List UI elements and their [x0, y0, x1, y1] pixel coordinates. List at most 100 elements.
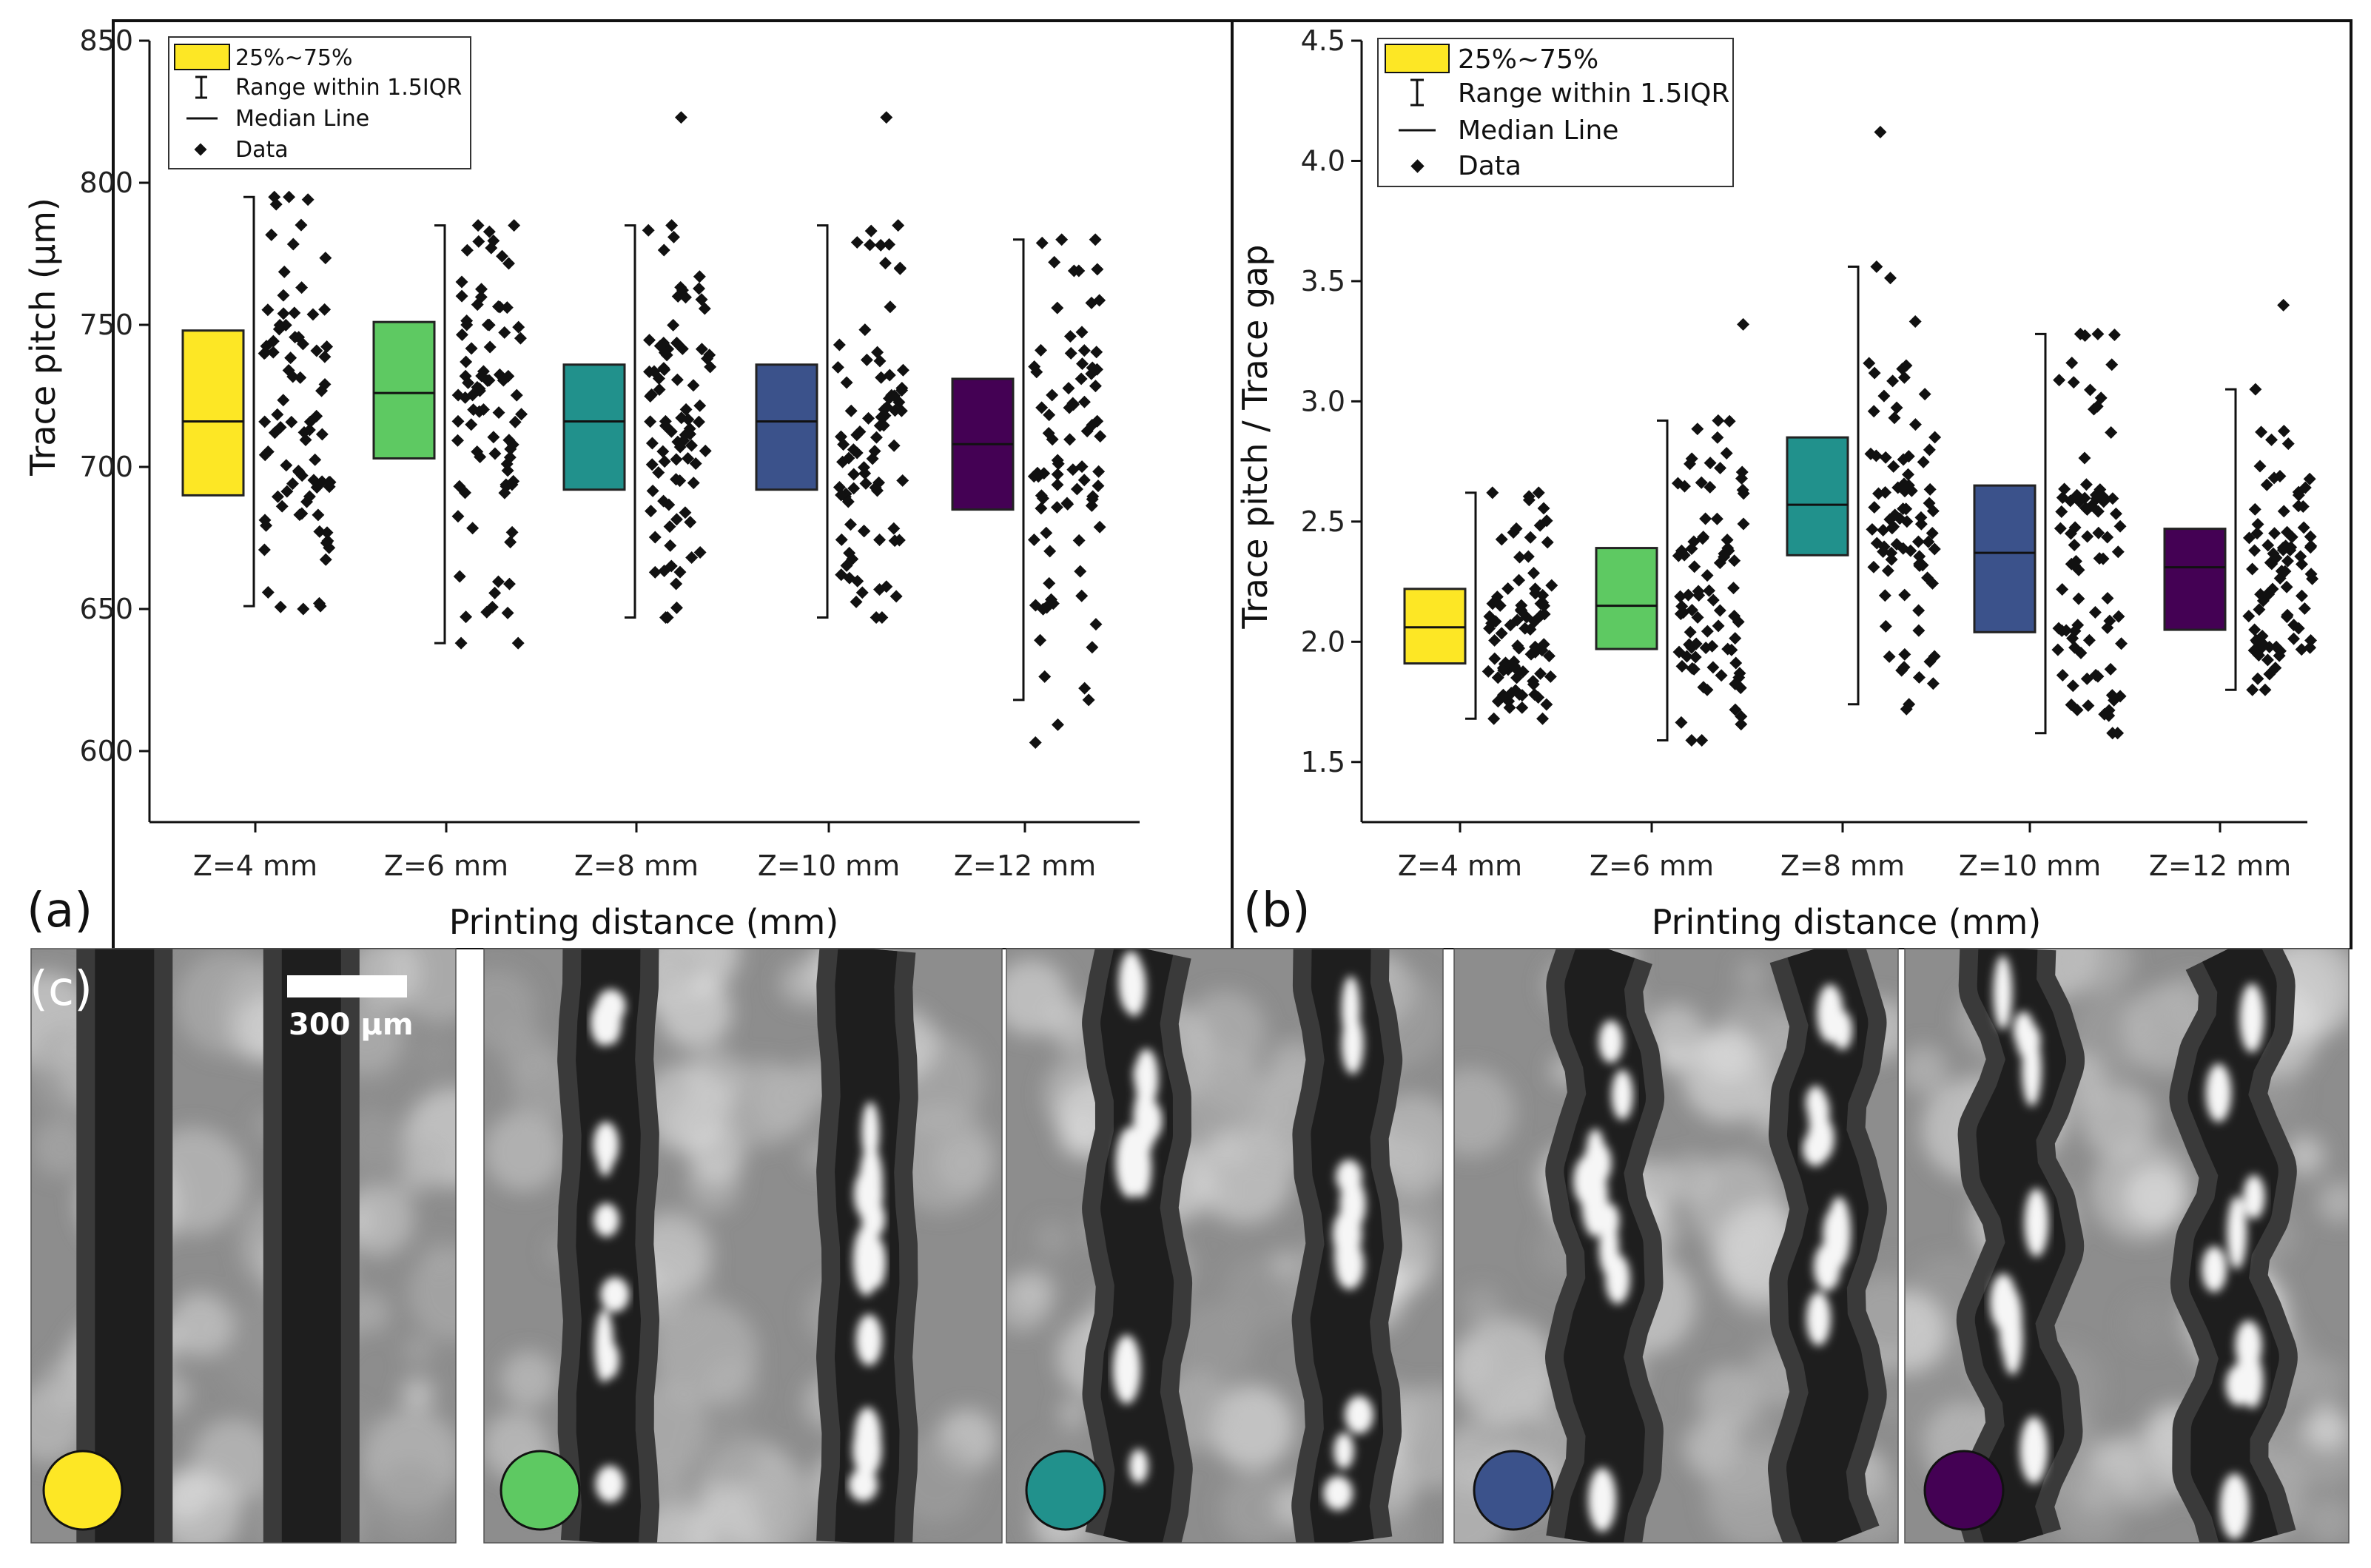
data-point [643, 334, 656, 347]
data-points [2242, 298, 2319, 696]
data-point [1706, 661, 1720, 674]
data-point [658, 455, 671, 468]
data-point [858, 525, 871, 538]
data-point [2287, 632, 2301, 645]
panel-a-label: (a) [27, 884, 93, 938]
data-point [850, 236, 864, 249]
data-point [2263, 640, 2276, 653]
data-point [1037, 602, 1050, 616]
data-point [892, 219, 905, 232]
x-tick-label: Z=4 mm [193, 849, 317, 882]
data-point [1715, 669, 1728, 682]
data-point [1046, 388, 1059, 402]
data-point [1885, 553, 1898, 566]
data-point [679, 403, 693, 416]
data-point [1884, 272, 1897, 285]
data-point [687, 477, 700, 490]
data-point [2281, 525, 2294, 539]
data-point [2298, 602, 2311, 615]
data-point [2261, 653, 2274, 667]
marker-circle-icon [500, 1450, 581, 1531]
data-point [500, 457, 514, 471]
data-point [1729, 656, 1743, 670]
data-point [858, 323, 872, 337]
data-point [1536, 596, 1550, 609]
legend-whisker-icon [195, 75, 207, 99]
data-point [892, 534, 906, 547]
x-tick-label: Z=8 mm [574, 849, 699, 882]
data-point [258, 347, 271, 360]
data-point [501, 606, 514, 619]
data-point [465, 418, 478, 431]
data-point [301, 193, 315, 206]
data-point [683, 422, 696, 435]
data-point [473, 382, 486, 395]
data-point [2105, 358, 2119, 371]
data-point [265, 228, 278, 241]
data-point [1051, 301, 1064, 314]
data-point [1062, 382, 1075, 395]
data-point [878, 403, 891, 416]
data-point [2304, 530, 2317, 543]
data-point [1064, 346, 1077, 360]
data-point [2084, 383, 2096, 397]
y-tick-label: 3.0 [1301, 385, 1345, 417]
data-point [1710, 512, 1723, 525]
micrograph-tile [1905, 949, 2349, 1543]
data-point [1877, 389, 1891, 403]
data-point [1897, 477, 1911, 491]
data-point [2078, 451, 2091, 465]
data-point [1051, 478, 1064, 491]
iqr-box [1786, 436, 1849, 556]
data-point [1912, 670, 1926, 684]
data-point [873, 534, 887, 546]
data-point [2072, 592, 2085, 605]
marker-circle-icon [1473, 1450, 1554, 1531]
whisker-bracket [1465, 491, 1477, 720]
data-point [689, 457, 702, 470]
data-point [2297, 521, 2310, 534]
data-point [2113, 519, 2127, 533]
micrograph-tile [484, 949, 1002, 1543]
data-point [2246, 683, 2259, 696]
data-point [693, 399, 707, 412]
data-point [1704, 480, 1717, 494]
micrograph-border [1453, 948, 1899, 1544]
trace-highlight [1323, 975, 1373, 1511]
data-point [2064, 494, 2077, 508]
data-point [277, 289, 290, 302]
data-point [844, 518, 857, 531]
data-point [1712, 414, 1725, 427]
trace-core [1100, 949, 1174, 1543]
data-point [1092, 480, 1105, 493]
data-point [1532, 486, 1545, 499]
data-point [498, 326, 511, 339]
data-point [500, 480, 513, 493]
marker-circle-icon [1025, 1450, 1106, 1531]
data-point [674, 111, 687, 124]
data-point [303, 423, 316, 437]
data-point [2101, 621, 2114, 634]
micrograph-tile [1006, 949, 1443, 1543]
whisker-bracket [1013, 238, 1025, 701]
data-point [1035, 343, 1047, 357]
whisker-bracket [2035, 332, 2047, 735]
data-point [496, 249, 508, 263]
data-point [1488, 652, 1501, 665]
data-point [491, 300, 505, 313]
data-point [1040, 526, 1053, 539]
data-point [1691, 610, 1704, 624]
data-point [2109, 507, 2122, 520]
data-point [1672, 645, 1686, 659]
data-point [1063, 433, 1077, 446]
data-point [1542, 650, 1556, 662]
data-point [1723, 414, 1736, 428]
data-point [1489, 615, 1502, 628]
data-point [2092, 526, 2105, 539]
data-point [268, 426, 281, 440]
data-point [657, 494, 670, 508]
data-point [1879, 451, 1892, 464]
data-point [1704, 457, 1717, 470]
panel-a-x-axis-title: Printing distance (mm) [449, 902, 839, 942]
data-point [1879, 486, 1892, 499]
